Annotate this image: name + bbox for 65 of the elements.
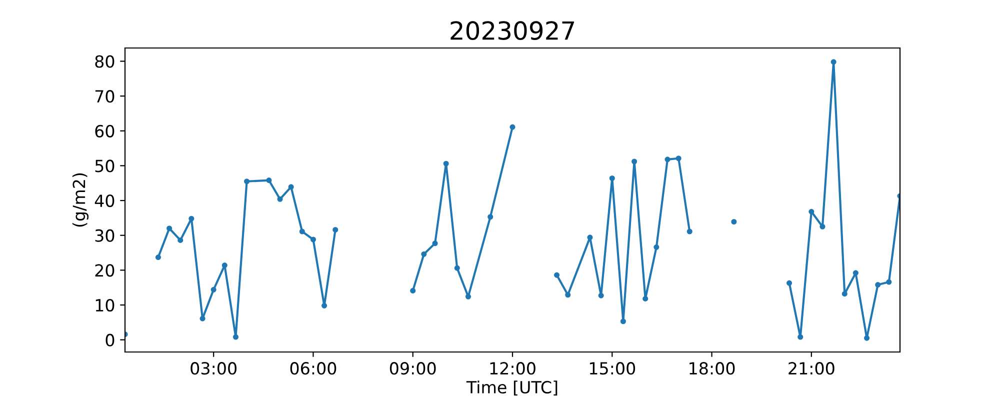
point — [620, 318, 626, 324]
point — [166, 226, 172, 232]
point — [244, 178, 250, 184]
point — [830, 59, 836, 65]
point — [188, 216, 194, 222]
x-tick-label: 12:00 — [490, 362, 536, 375]
point — [886, 279, 892, 285]
point — [421, 251, 427, 257]
point — [598, 292, 604, 298]
point — [852, 270, 858, 276]
point — [210, 286, 216, 292]
y-tick-label: 40 — [94, 194, 114, 208]
y-tick-label: 20 — [95, 264, 114, 277]
point — [322, 302, 328, 308]
y-tick-label: 80 — [95, 55, 114, 68]
point — [178, 237, 184, 243]
point — [686, 228, 692, 234]
y-tick-label: 0 — [106, 334, 114, 346]
x-tick-label: 03:00 — [190, 362, 236, 375]
x-tick-label: 18:00 — [690, 362, 735, 375]
x-tick-label: 09:00 — [390, 362, 436, 375]
point — [808, 208, 814, 214]
point — [554, 272, 560, 278]
point — [820, 224, 826, 230]
point — [654, 244, 660, 250]
point — [510, 124, 516, 130]
point — [731, 218, 737, 225]
point — [288, 184, 294, 190]
point — [632, 158, 638, 164]
point — [664, 156, 670, 162]
point — [587, 234, 593, 240]
x-tick-label: 21:00 — [788, 362, 834, 375]
point — [676, 156, 682, 162]
point — [864, 335, 870, 341]
point — [332, 226, 338, 233]
chart-title: 20230927 — [450, 21, 574, 40]
point — [232, 334, 239, 340]
point — [842, 291, 848, 297]
point — [875, 282, 881, 288]
point — [200, 316, 206, 322]
x-tick-label: 06:00 — [290, 362, 336, 375]
point — [642, 296, 648, 302]
point — [454, 265, 460, 271]
point — [222, 262, 228, 268]
x-axis-title: Time [UTC] — [466, 380, 558, 396]
point — [310, 236, 316, 242]
point — [266, 178, 272, 184]
point — [443, 160, 449, 166]
point — [786, 280, 792, 286]
point — [565, 292, 571, 298]
y-tick-label: 50 — [95, 160, 114, 172]
y-tick-label: 10 — [96, 298, 114, 312]
y-axis-title: (g/m2) — [72, 173, 89, 227]
point — [432, 240, 438, 246]
point — [488, 214, 494, 220]
point — [798, 334, 804, 340]
point — [299, 228, 305, 234]
y-tick-label: 30 — [95, 229, 114, 242]
y-tick-label: 60 — [95, 124, 114, 138]
y-tick-label: 70 — [95, 90, 114, 103]
point — [277, 196, 283, 202]
point — [609, 175, 615, 182]
point — [410, 288, 416, 294]
x-tick-label: 15:00 — [590, 362, 636, 375]
point — [155, 254, 161, 260]
